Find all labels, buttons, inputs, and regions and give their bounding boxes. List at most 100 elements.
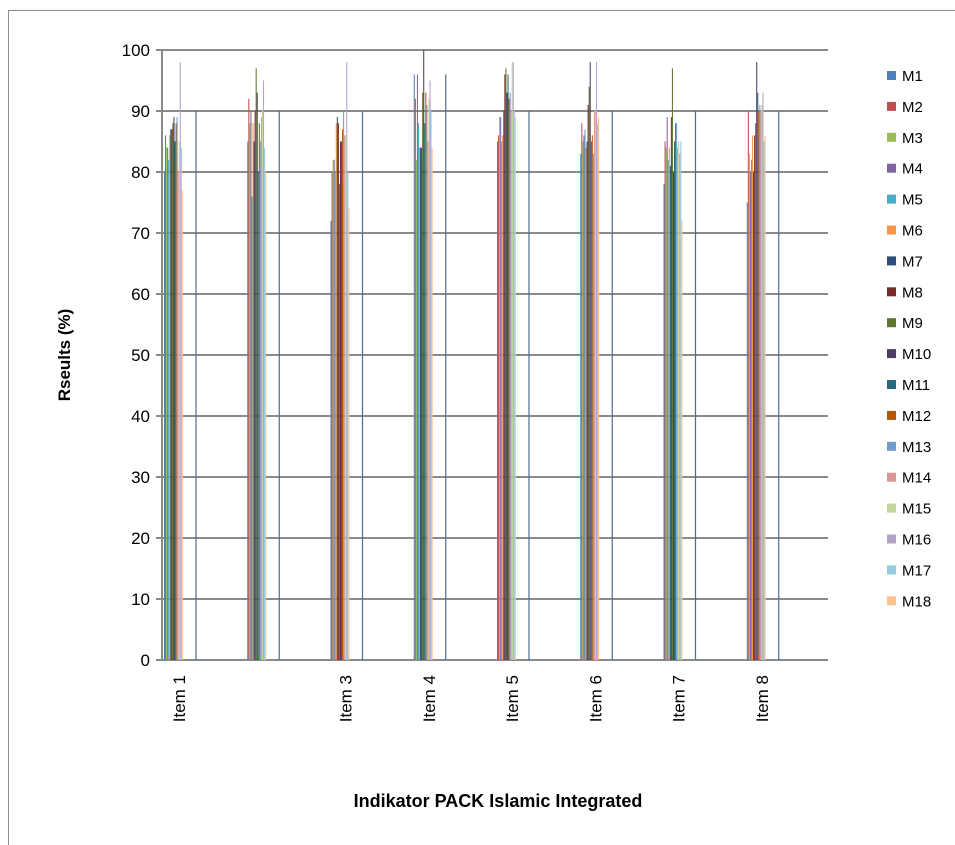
bar-m14-7	[760, 111, 762, 660]
bar-m11-7	[757, 92, 759, 660]
bar-m3-0	[166, 147, 168, 661]
bar-m4-7	[749, 172, 751, 660]
legend-swatch-m9	[887, 318, 896, 328]
bar-m3-7	[748, 153, 750, 660]
bar-m11-6	[674, 141, 676, 660]
bar-m5-5	[584, 129, 586, 661]
bar-m1-7	[746, 202, 748, 660]
bar-m2-4	[498, 135, 500, 660]
legend-label-m11: M11	[902, 377, 930, 394]
legend-label-m17: M17	[902, 562, 931, 579]
bar-m3-4	[499, 117, 501, 661]
legend-label-m8: M8	[902, 284, 923, 301]
bar-m14-4	[510, 111, 512, 660]
bar-m5-3	[417, 123, 419, 660]
legend-label-m4: M4	[902, 161, 923, 178]
bar-m15-1	[261, 111, 263, 660]
bar-m12-7	[758, 111, 760, 660]
bar-m6-0	[169, 135, 171, 660]
y-tick-label: 50	[131, 346, 150, 365]
bar-m10-5	[589, 62, 591, 660]
bar-m18-5	[598, 117, 600, 661]
y-tick-label: 0	[141, 651, 150, 670]
y-tick-label: 40	[131, 407, 150, 426]
bar-m7-3	[420, 147, 422, 661]
legend-swatch-m8	[887, 287, 896, 297]
bar-m4-5	[583, 135, 585, 660]
bar-m1-4	[497, 141, 499, 660]
bar-m14-0	[177, 172, 179, 660]
bar-m16-7	[762, 92, 764, 660]
bar-m18-2	[348, 208, 350, 660]
bar-m3-1	[249, 123, 251, 660]
bar-m8-7	[754, 135, 756, 660]
legend-swatch-m18	[887, 596, 896, 606]
bar-m17-2	[347, 172, 349, 660]
bar-m16-6	[679, 153, 681, 660]
bar-m1-2	[330, 220, 332, 661]
y-tick-labels: 0 10 20 30 40 50 60 70 80 90 100	[122, 41, 150, 670]
bar-m16-4	[512, 62, 514, 660]
bar-m11-1	[257, 172, 259, 660]
bar-m3-2	[332, 159, 334, 661]
bar-m1-1	[247, 141, 249, 660]
bar-m2-0	[165, 135, 167, 660]
bar-m6-5	[585, 147, 587, 661]
bar-m2-3	[414, 98, 416, 661]
bar-m16-1	[263, 80, 265, 660]
bar-m15-3	[428, 98, 430, 661]
bar-m10-6	[672, 172, 674, 660]
bar-m12-0	[175, 123, 177, 660]
bar-m9-6	[671, 68, 673, 661]
bar-m13-6	[676, 123, 678, 660]
bar-m17-3	[430, 111, 432, 660]
bar-m2-6	[664, 141, 666, 660]
bar-m16-0	[179, 62, 181, 660]
bar-m16-5	[596, 62, 598, 660]
bar-m4-6	[666, 117, 668, 661]
legend-swatch-m16	[887, 534, 896, 544]
legend-label-m9: M9	[902, 315, 923, 332]
bar-m18-6	[681, 220, 683, 661]
y-tick-label: 100	[122, 41, 150, 60]
bar-m17-1	[264, 147, 266, 661]
bar-m8-1	[254, 111, 256, 660]
y-tick-label: 90	[131, 102, 150, 121]
x-tick-label: Item 6	[586, 675, 605, 722]
bar-m12-3	[425, 92, 427, 660]
legend-swatch-m11	[887, 380, 896, 389]
bar-m14-6	[677, 147, 679, 661]
bar-m10-3	[423, 50, 425, 660]
bar-m12-6	[675, 123, 677, 660]
bar-m3-5	[582, 141, 584, 660]
bar-m4-1	[250, 111, 252, 660]
legend-label-m18: M18	[902, 593, 931, 610]
bar-m14-1	[260, 117, 262, 661]
bar-m5-1	[251, 196, 253, 660]
legend: M1 M2 M3 M4 M5 M6 M7 M8 M9 M10 M11 M12 M13 M14 M15 M16 M…	[887, 68, 931, 610]
bar-m9-7	[755, 123, 757, 660]
x-tick-label: Item 7	[670, 675, 689, 722]
bar-m13-5	[592, 153, 594, 660]
x-tick-label: Item 8	[753, 675, 772, 722]
bar-m12-1	[258, 123, 260, 660]
bar-m12-2	[342, 129, 344, 661]
bar-m8-0	[171, 129, 173, 661]
bar-m8-5	[587, 104, 589, 660]
legend-swatch-m17	[887, 565, 896, 575]
bar-m10-0	[173, 117, 175, 661]
legend-label-m7: M7	[902, 253, 923, 270]
x-tick-label: Item 3	[337, 675, 356, 722]
bar-m4-2	[333, 159, 335, 661]
bar-m9-3	[422, 92, 424, 660]
bar-m13-3	[426, 104, 428, 660]
bar-m5-0	[168, 159, 170, 661]
bar-m7-6	[669, 165, 671, 660]
bar-m17-0	[180, 147, 182, 661]
legend-label-m2: M2	[902, 99, 923, 116]
legend-swatch-m15	[887, 503, 896, 513]
bar-m16-2	[346, 62, 348, 660]
legend-label-m6: M6	[902, 223, 923, 240]
bar-m7-5	[586, 141, 588, 660]
